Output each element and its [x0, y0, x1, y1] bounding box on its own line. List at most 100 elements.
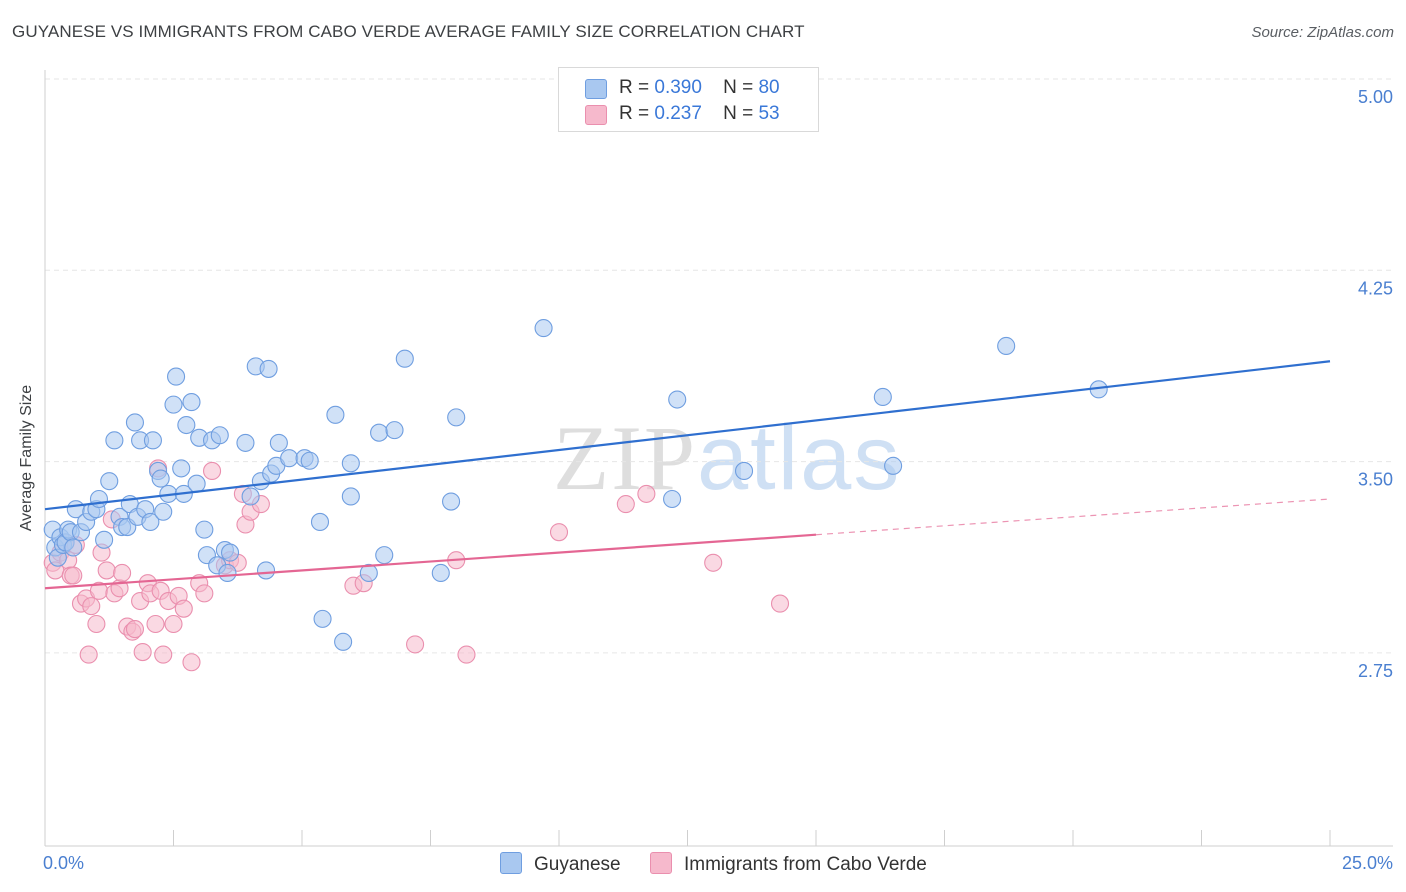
guyanese-point — [341, 454, 360, 473]
cabo-verde-point — [133, 642, 152, 662]
guyanese-point — [359, 563, 378, 583]
guyanese-point — [385, 421, 404, 440]
cabo-verde-point — [616, 495, 635, 514]
cabo-verde-point — [164, 614, 183, 634]
watermark-atlas: atlas — [697, 407, 902, 509]
guyanese-point — [100, 472, 119, 491]
cabo-verde-point — [174, 599, 193, 618]
guyanese-point — [334, 632, 353, 651]
guyanese-point — [447, 408, 466, 427]
guyanese-trend-line — [44, 360, 1331, 511]
guyanese-point — [259, 359, 278, 378]
guyanese-point — [997, 336, 1016, 356]
legend-n-label: N = — [723, 103, 754, 124]
guyanese-point — [195, 520, 214, 539]
guyanese-point — [280, 449, 299, 468]
guyanese-points — [43, 319, 1108, 651]
cabo-verde-trend-line-dashed — [815, 498, 1331, 536]
guyanese-point — [141, 512, 160, 532]
cabo-verde-point — [182, 653, 201, 672]
guyanese-point — [167, 367, 186, 386]
cabo-verde-point — [97, 561, 116, 580]
stats-legend: R = 0.390 N = 80 R = 0.237 N = 53 — [558, 67, 819, 132]
guyanese-point — [663, 489, 682, 509]
guyanese-point — [210, 426, 229, 445]
cabo-verde-point — [406, 635, 425, 654]
cabo-verde-point — [637, 484, 656, 503]
bottom-legend-label-guyanese: Guyanese — [534, 854, 621, 875]
legend-r-label: R = — [619, 103, 650, 124]
cabo-verde-point — [146, 614, 165, 634]
cabo-verde-point — [549, 523, 569, 542]
guyanese-point — [241, 487, 260, 506]
guyanese-point — [64, 538, 83, 557]
guyanese-point — [143, 431, 162, 450]
guyanese-point — [326, 405, 345, 424]
cabo-verde-point — [79, 645, 98, 664]
guyanese-point — [187, 474, 206, 493]
guyanese-point — [105, 431, 124, 450]
cabo-verde-point — [457, 645, 476, 664]
guyanese-point — [734, 461, 754, 480]
x-tick-label-start: 0.0% — [43, 853, 84, 873]
legend-n-label: N = — [723, 77, 754, 98]
tick-labels: 2.75 3.50 4.25 5.00 0.0% 25.0% — [43, 87, 1393, 873]
cabo-verde-point — [125, 620, 144, 639]
guyanese-point — [534, 319, 553, 338]
cabo-verde-trend-line-solid — [44, 533, 817, 590]
cabo-verde-point — [770, 594, 790, 613]
guyanese-point — [256, 561, 276, 580]
guyanese-point — [370, 423, 389, 442]
y-tick-label: 3.50 — [1358, 470, 1393, 490]
chart-source: Source: ZipAtlas.com — [1251, 24, 1394, 41]
cabo-verde-point — [113, 563, 132, 583]
legend-swatch-guyanese — [585, 79, 607, 99]
bottom-legend-swatch-guyanese — [500, 852, 522, 874]
y-tick-label: 5.00 — [1358, 87, 1393, 107]
guyanese-point — [164, 395, 183, 414]
guyanese-point — [269, 433, 288, 452]
guyanese-point — [220, 543, 240, 562]
guyanese-point — [668, 390, 687, 409]
guyanese-point — [375, 546, 394, 565]
bottom-legend-label-cabo-verde: Immigrants from Cabo Verde — [684, 854, 927, 875]
guyanese-point — [300, 451, 319, 470]
bottom-legend-cabo-verde: Immigrants from Cabo Verde — [650, 852, 927, 876]
guyanese-point — [236, 433, 255, 452]
guyanese-point — [431, 563, 450, 583]
cabo-verde-point — [704, 553, 723, 572]
cabo-verde-point — [82, 597, 101, 616]
guyanese-point — [310, 512, 330, 532]
guyanese-point — [341, 487, 360, 506]
y-tick-label: 2.75 — [1358, 661, 1393, 681]
guyanese-point — [182, 393, 201, 412]
legend-r-label: R = — [619, 77, 650, 98]
guyanese-point — [442, 492, 461, 511]
guyanese-point — [172, 459, 191, 478]
bottom-legend-guyanese: Guyanese — [500, 852, 621, 876]
cabo-verde-point — [203, 461, 222, 480]
chart-title: GUYANESE VS IMMIGRANTS FROM CABO VERDE A… — [12, 22, 805, 41]
legend-r-value: 0.237 — [654, 103, 702, 124]
legend-n-value: 53 — [758, 103, 780, 124]
y-tick-label: 4.25 — [1358, 278, 1393, 298]
guyanese-point — [395, 349, 414, 368]
cabo-verde-point — [195, 584, 214, 603]
guyanese-point — [151, 469, 170, 488]
guyanese-point — [89, 489, 109, 509]
guyanese-point — [884, 456, 903, 475]
cabo-verde-point — [154, 645, 173, 664]
guyanese-point — [154, 502, 173, 521]
guyanese-point — [95, 530, 114, 549]
legend-r-value: 0.390 — [654, 77, 702, 98]
legend-swatch-cabo-verde — [585, 105, 607, 125]
guyanese-point — [873, 387, 892, 407]
bottom-legend-swatch-cabo-verde — [650, 852, 672, 874]
cabo-verde-point — [87, 614, 106, 634]
guyanese-point — [218, 563, 237, 583]
axes — [44, 70, 1393, 847]
cabo-verde-point — [64, 566, 83, 585]
guyanese-point — [313, 609, 332, 628]
guyanese-point — [177, 415, 196, 435]
